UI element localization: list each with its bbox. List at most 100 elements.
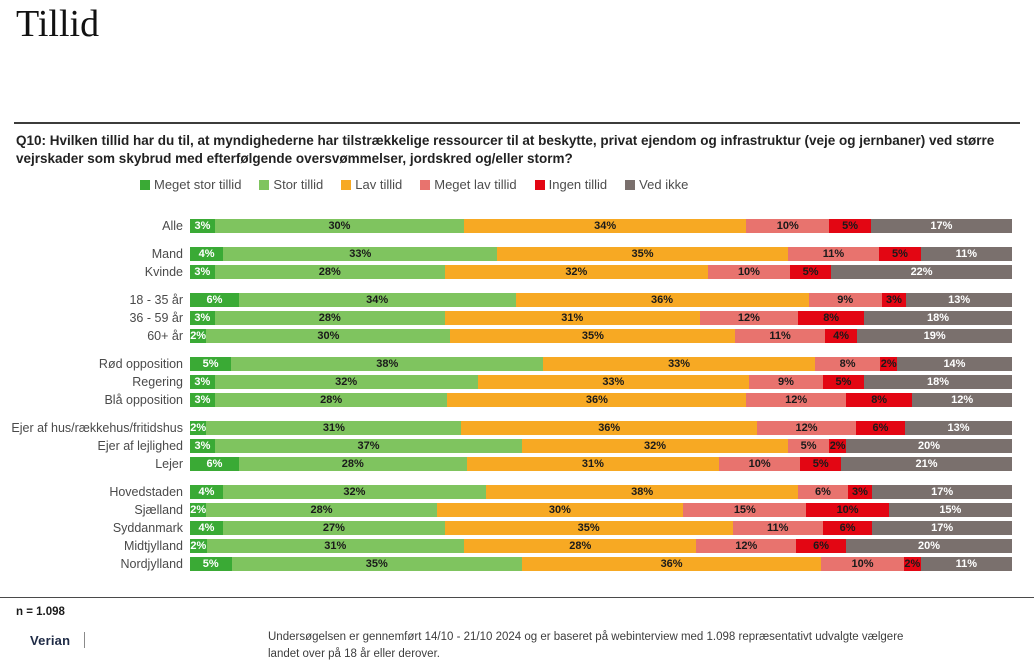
bar-segment: 18% (864, 375, 1012, 389)
bar-group: Rød opposition 5% 38% 33% 8% 2% 14% Regering 3% 3… (0, 357, 1012, 407)
bar-segment: 14% (896, 357, 1012, 371)
bar-segment: 20% (845, 539, 1012, 553)
row-category-label: Midtjylland (123, 539, 183, 553)
bar-segment: 6% (190, 457, 239, 471)
bar-row: Mand 4% 33% 35% 11% 5% 11% (0, 247, 1012, 261)
legend-item: Meget stor tillid (140, 177, 241, 192)
stacked-bar: 5% 35% 36% 10% 2% 11% (190, 557, 1012, 571)
stacked-bar: 6% 34% 36% 9% 3% 13% (190, 293, 1012, 307)
bar-segment: 3% (190, 393, 215, 407)
bar-segment: 10% (746, 219, 830, 233)
bar-segment: 33% (223, 247, 498, 261)
bar-segment: 10% (707, 265, 791, 279)
bar-segment: 8% (845, 393, 913, 407)
bar-segment: 6% (190, 293, 239, 307)
row-category-label: 18 - 35 år (129, 293, 183, 307)
stacked-bar: 4% 33% 35% 11% 5% 11% (190, 247, 1012, 261)
legend-swatch-icon (420, 179, 431, 190)
row-category-label: 36 - 59 år (129, 311, 183, 325)
bar-segment: 28% (214, 265, 445, 279)
legend-swatch-icon (534, 179, 545, 190)
stacked-bar: 3% 28% 32% 10% 5% 22% (190, 265, 1012, 279)
bar-segment: 12% (757, 421, 856, 435)
bar-segment: 32% (444, 265, 708, 279)
bar-segment: 5% (822, 375, 865, 389)
bar-row: Nordjylland 5% 35% 36% 10% 2% 11% (0, 557, 1012, 571)
bar-segment: 22% (831, 265, 1012, 279)
stacked-bar: 4% 27% 35% 11% 6% 17% (190, 521, 1012, 535)
bar-segment: 20% (845, 439, 1013, 453)
bar-segment: 36% (447, 393, 747, 407)
bar-segment: 11% (732, 521, 823, 535)
bar-row: 18 - 35 år 6% 34% 36% 9% 3% 13% (0, 293, 1012, 307)
legend-swatch-icon (341, 179, 352, 190)
bar-segment: 6% (796, 539, 846, 553)
legend-label: Stor tillid (273, 177, 324, 192)
legend-item: Ingen tillid (534, 177, 607, 192)
bar-segment: 13% (905, 421, 1012, 435)
bar-group: Hovedstaden 4% 32% 38% 6% 3% 17% Sjælland 2% 28% 3… (0, 485, 1012, 571)
bar-segment: 34% (238, 293, 516, 307)
bar-row: Ejer af lejlighed 3% 37% 32% 5% 2% 20% (0, 439, 1013, 453)
bar-segment: 30% (436, 503, 684, 517)
bar-segment: 35% (444, 521, 733, 535)
bar-segment: 17% (870, 219, 1012, 233)
bar-segment: 35% (497, 247, 788, 261)
bar-row: Kvinde 3% 28% 32% 10% 5% 22% (0, 265, 1012, 279)
bar-row: Syddanmark 4% 27% 35% 11% 6% 17% (0, 521, 1012, 535)
legend: Meget stor tillid Stor tillid Lav tillid Me… (140, 177, 688, 192)
bar-segment: 2% (880, 357, 897, 371)
bar-group: Ejer af hus/rækkehus/fritidshus 2% 31% 36% 1… (0, 421, 1013, 471)
bar-segment: 3% (190, 439, 215, 453)
row-category-label: Blå opposition (104, 393, 183, 407)
bar-segment: 12% (912, 393, 1012, 407)
bar-segment: 3% (190, 265, 215, 279)
bar-segment: 2% (190, 421, 207, 435)
bar-row: Hovedstaden 4% 32% 38% 6% 3% 17% (0, 485, 1012, 499)
row-category-label: Lejer (155, 457, 183, 471)
bar-segment: 35% (450, 329, 736, 343)
bar-segment: 28% (214, 311, 445, 325)
bar-segment: 33% (543, 357, 815, 371)
bar-segment: 5% (790, 265, 832, 279)
bar-segment: 34% (464, 219, 747, 233)
legend-label: Ved ikke (639, 177, 689, 192)
bar-segment: 38% (485, 485, 799, 499)
bar-row: Alle 3% 30% 34% 10% 5% 17% (0, 219, 1012, 233)
bar-segment: 28% (238, 457, 467, 471)
legend-label: Meget lav tillid (434, 177, 517, 192)
bar-segment: 5% (190, 357, 232, 371)
bar-segment: 36% (522, 557, 822, 571)
verian-logo-text: Verian (30, 632, 71, 648)
legend-item: Lav tillid (341, 177, 402, 192)
row-category-label: Regering (132, 375, 183, 389)
bar-segment: 8% (798, 311, 865, 325)
bar-segment: 15% (683, 503, 807, 517)
bar-segment: 28% (214, 393, 448, 407)
bar-segment: 5% (190, 557, 232, 571)
stacked-bar: 6% 28% 31% 10% 5% 21% (190, 457, 1012, 471)
bar-segment: 3% (190, 219, 215, 233)
bar-segment: 11% (735, 329, 825, 343)
bar-segment: 37% (214, 439, 523, 453)
bar-segment: 4% (190, 521, 223, 535)
bar-segment: 10% (719, 457, 801, 471)
bar-segment: 4% (824, 329, 858, 343)
page-title: Tillid (16, 3, 100, 45)
bar-segment: 17% (872, 521, 1012, 535)
bar-segment: 11% (787, 247, 880, 261)
stacked-bar: 3% 28% 31% 12% 8% 18% (190, 311, 1012, 325)
bar-row: Lejer 6% 28% 31% 10% 5% 21% (0, 457, 1012, 471)
bar-segment: 32% (214, 375, 478, 389)
bar-group: Alle 3% 30% 34% 10% 5% 17% (0, 219, 1012, 233)
row-category-label: Ejer af lejlighed (97, 439, 183, 453)
bar-segment: 10% (821, 557, 905, 571)
row-category-label: Nordjylland (120, 557, 183, 571)
bar-segment: 11% (920, 247, 1012, 261)
bar-row: Midtjylland 2% 31% 28% 12% 6% 20% (0, 539, 1012, 553)
bar-segment: 6% (798, 485, 848, 499)
bar-segment: 21% (841, 457, 1012, 471)
question-text: Q10: Hvilken tillid har du til, at myndi… (16, 133, 995, 167)
bar-row: 36 - 59 år 3% 28% 31% 12% 8% 18% (0, 311, 1012, 325)
legend-swatch-icon (259, 179, 270, 190)
